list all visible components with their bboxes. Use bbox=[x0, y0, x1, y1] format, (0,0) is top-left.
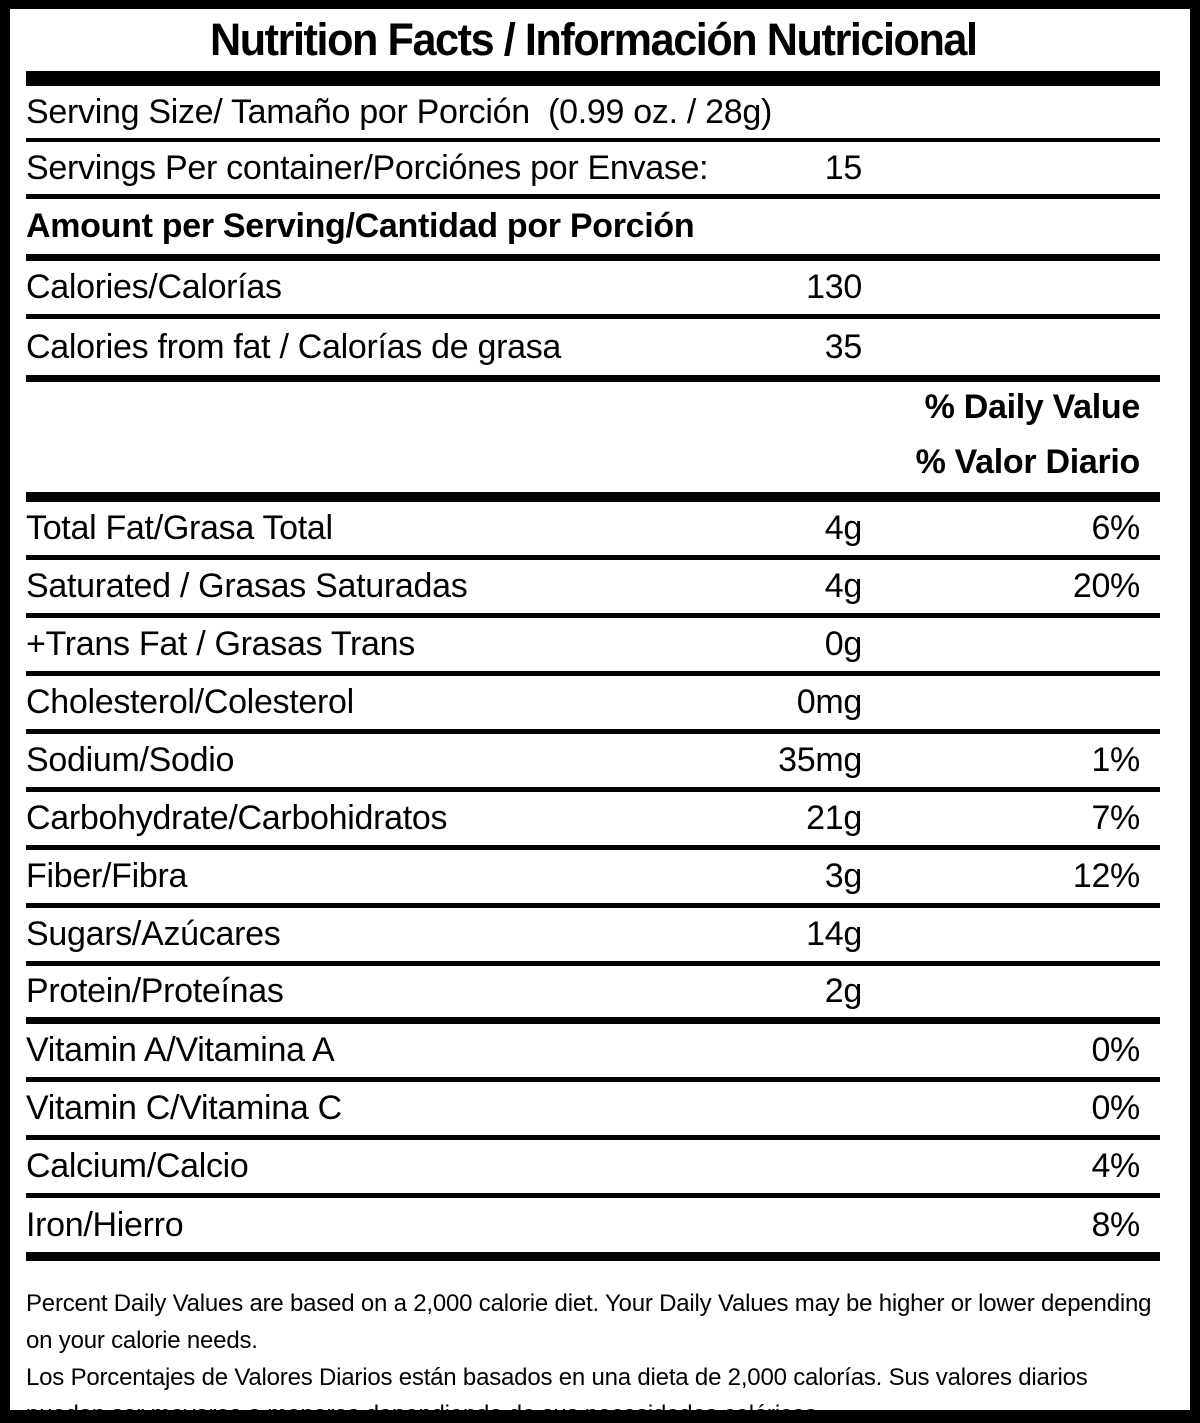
nutrient-amount: 3g bbox=[824, 857, 863, 895]
daily-value-header-es: % Valor Diario bbox=[915, 442, 1141, 481]
nutrient-row: Carbohydrate/Carbohidratos 21g 7% bbox=[26, 792, 1160, 850]
nutrient-daily-value: 7% bbox=[1091, 799, 1140, 837]
calories-value: 130 bbox=[806, 268, 862, 306]
nutrient-row: Saturated / Grasas Saturadas 4g 20% bbox=[26, 560, 1160, 618]
nutrient-daily-value: 0% bbox=[1091, 1031, 1140, 1069]
nutrient-daily-value: 1% bbox=[1091, 741, 1140, 779]
daily-value-header-en-row: % Daily Value bbox=[26, 382, 1160, 432]
nutrient-name: Vitamin A/Vitamina A bbox=[26, 1031, 335, 1069]
nutrient-row: Sugars/Azúcares 14g bbox=[26, 908, 1160, 966]
nutrient-name: Sodium/Sodio bbox=[26, 741, 235, 779]
nutrient-row: Fiber/Fibra 3g 12% bbox=[26, 850, 1160, 908]
nutrient-name: Cholesterol/Colesterol bbox=[26, 683, 354, 721]
nutrient-row: Sodium/Sodio 35mg 1% bbox=[26, 734, 1160, 792]
nutrient-name: Fiber/Fibra bbox=[26, 857, 188, 895]
servings-per-container-label: Servings Per container/Porciónes por Env… bbox=[26, 148, 709, 187]
nutrient-name: Protein/Proteínas bbox=[26, 972, 284, 1010]
nutrient-amount: 21g bbox=[806, 799, 862, 837]
nutrient-name: +Trans Fat / Grasas Trans bbox=[26, 625, 415, 663]
daily-value-header-es-row: % Valor Diario bbox=[26, 432, 1160, 502]
nutrient-name: Total Fat/Grasa Total bbox=[26, 509, 333, 547]
nutrient-name: Carbohydrate/Carbohidratos bbox=[26, 799, 448, 837]
nutrient-rows: Total Fat/Grasa Total 4g 6% Saturated / … bbox=[26, 502, 1160, 1261]
amount-per-serving-header-row: Amount per Serving/Cantidad por Porción bbox=[26, 199, 1160, 261]
nutrient-row: Iron/Hierro 8% bbox=[26, 1198, 1160, 1261]
title-divider-bar bbox=[26, 71, 1160, 86]
nutrient-daily-value: 20% bbox=[1072, 567, 1140, 605]
calories-from-fat-label: Calories from fat / Calorías de grasa bbox=[26, 327, 562, 366]
footnote-es: Los Porcentajes de Valores Diarios están… bbox=[26, 1364, 1088, 1423]
label-title-row: Nutrition Facts / Información Nutriciona… bbox=[26, 9, 1160, 71]
nutrient-name: Sugars/Azúcares bbox=[26, 915, 281, 953]
calories-from-fat-value: 35 bbox=[824, 327, 863, 366]
amount-per-serving-header: Amount per Serving/Cantidad por Porción bbox=[26, 207, 695, 245]
footnotes: Percent Daily Values are based on a 2,00… bbox=[26, 1261, 1160, 1423]
nutrient-row: Protein/Proteínas 2g bbox=[26, 966, 1160, 1024]
label-content: Nutrition Facts / Información Nutriciona… bbox=[10, 9, 1190, 1423]
nutrient-daily-value: 8% bbox=[1091, 1205, 1140, 1244]
nutrient-name: Iron/Hierro bbox=[26, 1205, 184, 1244]
nutrient-amount: 4g bbox=[824, 509, 863, 547]
nutrient-row: +Trans Fat / Grasas Trans 0g bbox=[26, 618, 1160, 676]
nutrient-daily-value: 0% bbox=[1091, 1089, 1140, 1127]
nutrient-amount: 2g bbox=[824, 972, 863, 1010]
nutrient-amount: 35mg bbox=[778, 741, 862, 779]
label-title: Nutrition Facts / Información Nutriciona… bbox=[209, 14, 978, 65]
nutrient-daily-value: 6% bbox=[1091, 509, 1140, 547]
calories-row: Calories/Calorías 130 bbox=[26, 261, 1160, 319]
calories-from-fat-row: Calories from fat / Calorías de grasa 35 bbox=[26, 319, 1160, 382]
daily-value-header-en: % Daily Value bbox=[924, 387, 1141, 426]
nutrient-row: Vitamin A/Vitamina A 0% bbox=[26, 1024, 1160, 1082]
nutrient-daily-value: 4% bbox=[1091, 1147, 1140, 1185]
serving-size-label: Serving Size/ Tamaño por Porción (0.99 o… bbox=[26, 92, 772, 131]
footnote-en: Percent Daily Values are based on a 2,00… bbox=[26, 1290, 1152, 1354]
servings-per-container-value: 15 bbox=[824, 148, 863, 187]
servings-per-container-row: Servings Per container/Porciónes por Env… bbox=[26, 142, 1160, 199]
nutrient-amount: 0mg bbox=[796, 683, 863, 721]
nutrient-name: Calcium/Calcio bbox=[26, 1147, 249, 1185]
nutrient-row: Calcium/Calcio 4% bbox=[26, 1140, 1160, 1198]
nutrient-row: Cholesterol/Colesterol 0mg bbox=[26, 676, 1160, 734]
nutrient-daily-value: 12% bbox=[1072, 857, 1140, 895]
serving-size-row: Serving Size/ Tamaño por Porción (0.99 o… bbox=[26, 86, 1160, 142]
nutrient-amount: 0g bbox=[824, 625, 863, 663]
nutrient-name: Saturated / Grasas Saturadas bbox=[26, 567, 468, 605]
nutrient-amount: 4g bbox=[824, 567, 863, 605]
nutrient-row: Total Fat/Grasa Total 4g 6% bbox=[26, 502, 1160, 560]
nutrient-row: Vitamin C/Vitamina C 0% bbox=[26, 1082, 1160, 1140]
nutrient-amount: 14g bbox=[806, 915, 862, 953]
calories-label: Calories/Calorías bbox=[26, 268, 282, 306]
nutrient-name: Vitamin C/Vitamina C bbox=[26, 1089, 342, 1127]
